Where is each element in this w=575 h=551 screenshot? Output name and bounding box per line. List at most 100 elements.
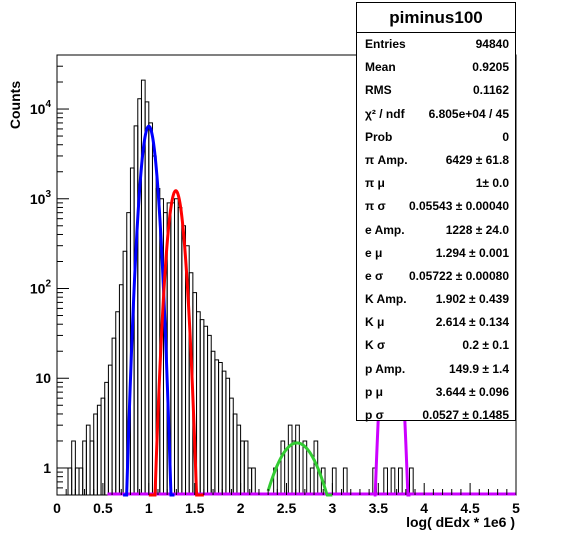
stats-key: π σ bbox=[365, 199, 386, 214]
histogram-bin bbox=[93, 413, 98, 495]
stats-key: e μ bbox=[365, 245, 383, 260]
stats-value: 0.0527 ± 0.1485 bbox=[422, 408, 509, 422]
histogram-bin bbox=[118, 284, 124, 495]
histogram-bin bbox=[78, 467, 84, 495]
histogram-bin bbox=[243, 440, 249, 495]
stats-row: e μ 1.294 ± 0.001 bbox=[357, 242, 515, 265]
histogram-bin bbox=[71, 440, 76, 495]
histogram-bin bbox=[302, 440, 308, 495]
stats-value: 94840 bbox=[475, 37, 509, 51]
histogram-bin bbox=[122, 250, 128, 495]
stats-row: e σ 0.05722 ± 0.00080 bbox=[357, 265, 515, 288]
stats-key: K μ bbox=[365, 315, 385, 330]
histogram-bin bbox=[177, 206, 183, 495]
x-tick-label: 4 bbox=[420, 500, 428, 516]
stats-key: e Amp. bbox=[365, 222, 405, 237]
stats-row: RMS 0.1162 bbox=[357, 79, 515, 102]
fit-curve bbox=[148, 189, 204, 497]
stats-rows: Entries 94840 Mean 0.9205 RMS 0.1162 χ² / ndf 6… bbox=[357, 33, 515, 427]
stats-row: Prob 0 bbox=[357, 126, 515, 149]
fit-curve bbox=[123, 124, 175, 497]
histogram-bin bbox=[199, 319, 205, 495]
x-axis-ticks: 0 0.5 1 1.5 2 2.5 3 3.5 4 4.5 5 bbox=[53, 483, 520, 516]
stats-value: 1.294 ± 0.001 bbox=[435, 245, 509, 260]
stats-row: K μ 2.614 ± 0.134 bbox=[357, 311, 515, 334]
stats-value: 6429 ± 61.8 bbox=[445, 152, 509, 167]
stats-key: K σ bbox=[365, 338, 386, 353]
histogram-bin bbox=[229, 397, 234, 495]
histogram-bin bbox=[240, 440, 245, 495]
histogram-bin bbox=[291, 440, 297, 495]
histogram-bin bbox=[107, 364, 113, 495]
histogram-bin bbox=[309, 467, 315, 495]
histogram-bin bbox=[390, 467, 396, 495]
histogram-bin bbox=[342, 467, 348, 495]
stats-key: Prob bbox=[365, 129, 393, 144]
stats-key: Mean bbox=[365, 60, 396, 75]
stats-row: p μ 3.644 ± 0.096 bbox=[357, 381, 515, 404]
x-tick-label: 2.5 bbox=[277, 500, 297, 516]
histogram-bin bbox=[104, 381, 109, 495]
histogram-bin bbox=[331, 467, 337, 495]
stats-box: piminus100 Entries 94840 Mean 0.9205 RMS 0.11… bbox=[356, 2, 516, 422]
stats-value: 1228 ± 24.0 bbox=[445, 222, 509, 237]
stats-row: p σ 0.0527 ± 0.1485 bbox=[357, 404, 515, 427]
stats-value: 0.2 ± 0.1 bbox=[462, 338, 509, 353]
x-tick-label: 5 bbox=[512, 500, 520, 516]
histogram-bin bbox=[221, 370, 227, 495]
histogram-bin bbox=[89, 440, 95, 495]
histogram-bin bbox=[232, 413, 238, 495]
stats-value: 1.902 ± 0.439 bbox=[435, 292, 509, 307]
stats-row: p Amp. 149.9 ± 1.4 bbox=[357, 358, 515, 381]
x-tick-label: 1.5 bbox=[185, 500, 205, 516]
x-tick-label: 0 bbox=[53, 500, 61, 516]
histogram-bin bbox=[236, 424, 242, 495]
histogram-bin bbox=[82, 440, 87, 495]
stats-key: π μ bbox=[365, 176, 385, 191]
histogram-bin bbox=[133, 125, 139, 495]
y-tick-label: 1 bbox=[43, 460, 51, 476]
y-tick-label: 103 bbox=[30, 189, 52, 207]
x-tick-label: 3 bbox=[329, 500, 337, 516]
y-axis-ticks: 1 10 102 103 104 bbox=[30, 54, 69, 496]
stats-value: 2.614 ± 0.134 bbox=[435, 315, 509, 330]
histogram-bin bbox=[115, 311, 120, 495]
x-tick-label: 2 bbox=[237, 500, 245, 516]
stats-key: RMS bbox=[365, 83, 392, 98]
stats-key: p Amp. bbox=[365, 361, 406, 376]
stats-value: 3.644 ± 0.096 bbox=[435, 384, 509, 399]
y-axis-label: Counts bbox=[7, 81, 23, 129]
stats-row: π Amp. 6429 ± 61.8 bbox=[357, 149, 515, 172]
stats-key: p σ bbox=[365, 408, 384, 422]
histogram-bin bbox=[85, 424, 91, 495]
histogram-bin bbox=[214, 359, 220, 495]
stats-row: Mean 0.9205 bbox=[357, 56, 515, 79]
x-tick-label: 4.5 bbox=[460, 500, 480, 516]
stats-value: 0.05543 ± 0.00040 bbox=[408, 199, 509, 214]
histogram-bin bbox=[218, 361, 223, 495]
histogram-bin bbox=[251, 467, 256, 495]
stats-value: 0.9205 bbox=[472, 60, 509, 75]
stats-value: 0 bbox=[502, 129, 509, 144]
histogram-bin bbox=[100, 397, 106, 495]
stats-key: p μ bbox=[365, 384, 384, 399]
histogram-bin bbox=[96, 404, 102, 495]
histogram-bin bbox=[170, 202, 176, 495]
histogram-bin bbox=[397, 467, 403, 495]
histogram-bin bbox=[383, 467, 388, 495]
stats-key: e σ bbox=[365, 268, 384, 283]
stats-value: 149.9 ± 1.4 bbox=[449, 361, 509, 376]
histogram-bin bbox=[174, 198, 179, 495]
stats-key: χ² / ndf bbox=[365, 106, 405, 121]
histogram-bin bbox=[74, 467, 80, 495]
histogram-bin bbox=[287, 424, 293, 495]
histogram-bin bbox=[148, 122, 153, 495]
stats-value: 0.05722 ± 0.00080 bbox=[408, 268, 509, 283]
stats-row: K Amp. 1.902 ± 0.439 bbox=[357, 288, 515, 311]
histogram-bin bbox=[144, 101, 150, 495]
stats-row: π σ 0.05543 ± 0.00040 bbox=[357, 195, 515, 218]
y-tick-label: 10 bbox=[35, 370, 51, 386]
histogram-bin bbox=[280, 440, 286, 495]
stats-value: 1± 0.0 bbox=[475, 176, 509, 191]
